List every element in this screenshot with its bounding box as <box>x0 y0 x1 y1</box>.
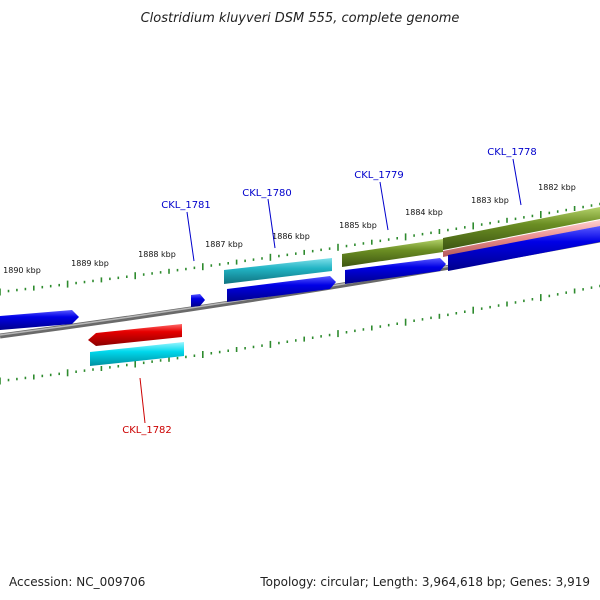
kbp-label: 1884 kbp <box>405 208 443 217</box>
forward-strand-features <box>0 207 600 330</box>
gene-ckl-1780[interactable] <box>227 276 336 302</box>
gene-ckl-1781[interactable] <box>191 294 205 307</box>
gene-label-ckl-1782[interactable]: CKL_1782 <box>122 425 172 436</box>
pink-feature-ckl-1778[interactable] <box>443 220 600 257</box>
gene-label-ckl-1780[interactable]: CKL_1780 <box>242 188 292 199</box>
kbp-label: 1882 kbp <box>538 183 576 192</box>
leader-ckl-1780 <box>267 198 276 249</box>
gene-labels: CKL_1778 CKL_1779 CKL_1780 CKL_1781 CKL_… <box>122 147 537 436</box>
kbp-label: 1889 kbp <box>71 259 109 268</box>
teal-feature-ckl-1780[interactable] <box>224 258 332 284</box>
kbp-label: 1887 kbp <box>205 240 243 249</box>
kbp-labels: 1890 kbp 1889 kbp 1888 kbp 1887 kbp 1886… <box>3 183 576 275</box>
genome-summary-text: Topology: circular; Length: 3,964,618 bp… <box>259 575 590 589</box>
gene-label-ckl-1778[interactable]: CKL_1778 <box>487 147 537 158</box>
gene-ckl-1782[interactable] <box>88 324 182 346</box>
map-title: Clostridium kluyveri DSM 555, complete g… <box>141 11 460 26</box>
outer-tick-ring <box>0 202 600 296</box>
accession-text: Accession: NC_009706 <box>9 575 145 589</box>
olive-feature-ckl-1778[interactable] <box>443 207 600 250</box>
leader-ckl-1778 <box>512 158 522 206</box>
leader-ckl-1781 <box>186 211 195 262</box>
inner-tick-ring <box>0 284 600 385</box>
kbp-label: 1890 kbp <box>3 266 41 275</box>
kbp-label: 1885 kbp <box>339 221 377 230</box>
gene-left-partial[interactable] <box>0 310 79 330</box>
gene-ckl-1778[interactable] <box>448 226 600 271</box>
gene-ckl-1779[interactable] <box>345 258 446 284</box>
leader-ckl-1779 <box>379 181 389 231</box>
kbp-label: 1886 kbp <box>272 232 310 241</box>
kbp-label: 1883 kbp <box>471 196 509 205</box>
gene-label-ckl-1779[interactable]: CKL_1779 <box>354 170 404 181</box>
label-leaders <box>139 158 522 424</box>
kbp-label: 1888 kbp <box>138 250 176 259</box>
leader-ckl-1782 <box>139 377 146 424</box>
reverse-strand-features <box>88 324 184 366</box>
cyan-feature-ckl-1782[interactable] <box>90 342 184 366</box>
gene-label-ckl-1781[interactable]: CKL_1781 <box>161 200 211 211</box>
olive-feature-ckl-1779[interactable] <box>342 239 443 267</box>
